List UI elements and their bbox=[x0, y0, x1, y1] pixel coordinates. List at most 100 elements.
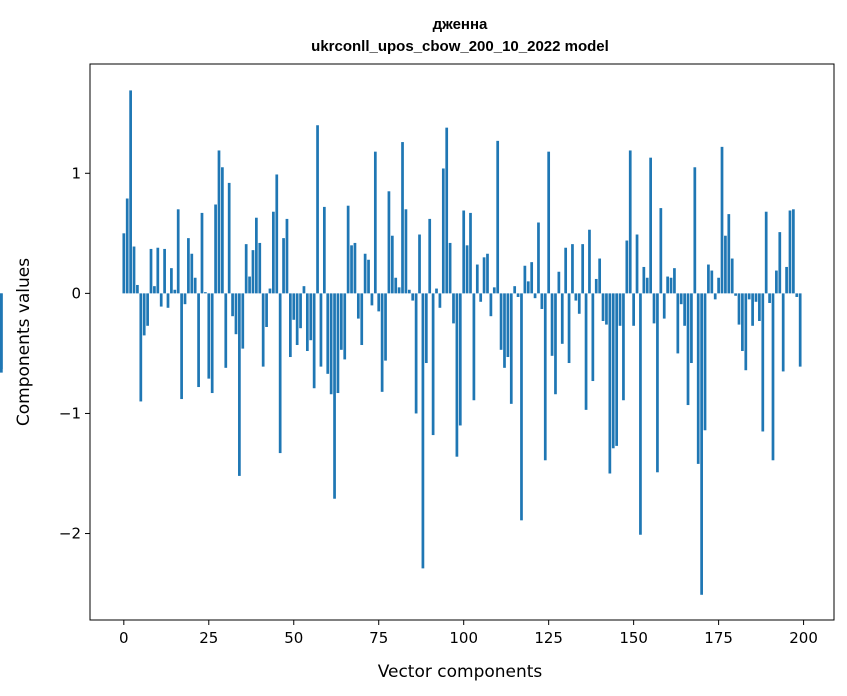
bar bbox=[278, 293, 282, 454]
bar bbox=[183, 293, 187, 305]
y-axis-label: Components values bbox=[14, 258, 34, 426]
bar bbox=[703, 293, 707, 431]
bar bbox=[509, 293, 513, 404]
bar bbox=[224, 293, 228, 368]
bar bbox=[197, 293, 200, 388]
bar bbox=[696, 293, 700, 464]
bar bbox=[598, 258, 602, 294]
bar bbox=[588, 229, 591, 294]
bar bbox=[204, 292, 207, 294]
bar bbox=[431, 293, 435, 436]
bar bbox=[567, 293, 571, 364]
bar bbox=[727, 214, 731, 294]
bar bbox=[448, 242, 452, 294]
bar bbox=[465, 245, 469, 294]
bar bbox=[129, 90, 132, 294]
bar bbox=[445, 127, 449, 294]
bar bbox=[662, 293, 666, 319]
bar bbox=[370, 293, 374, 306]
bar bbox=[261, 293, 265, 367]
bar bbox=[336, 293, 340, 394]
bar bbox=[214, 204, 217, 294]
bar bbox=[458, 293, 462, 426]
bar bbox=[207, 293, 211, 379]
bar bbox=[227, 182, 231, 294]
bar bbox=[645, 277, 649, 294]
bar bbox=[329, 293, 333, 395]
bar bbox=[778, 232, 782, 294]
plot-frame bbox=[89, 63, 835, 621]
x-tick-label: 25 bbox=[199, 629, 218, 647]
bar bbox=[142, 293, 146, 336]
bar bbox=[255, 217, 258, 294]
x-tick-label: 125 bbox=[534, 629, 563, 647]
bar bbox=[560, 293, 564, 344]
bar bbox=[173, 289, 177, 294]
chart-title-line1: дженна bbox=[433, 16, 488, 33]
bar bbox=[333, 293, 336, 499]
bar bbox=[418, 234, 421, 294]
bar bbox=[462, 210, 466, 294]
bar bbox=[615, 293, 619, 446]
bar bbox=[683, 293, 686, 326]
chart-title-line2: ukrconll_upos_cbow_200_10_2022 model bbox=[311, 38, 609, 55]
bar bbox=[591, 293, 595, 382]
bar bbox=[622, 293, 625, 401]
bar bbox=[571, 244, 574, 294]
y-tick-label: 1 bbox=[71, 164, 81, 182]
bar bbox=[163, 248, 166, 294]
bar bbox=[404, 209, 408, 294]
bar bbox=[666, 276, 669, 294]
bar bbox=[302, 286, 306, 294]
bar bbox=[724, 235, 727, 294]
x-tick-label: 100 bbox=[449, 629, 478, 647]
bar bbox=[788, 210, 792, 294]
bar bbox=[690, 293, 693, 364]
y-tick-label: 0 bbox=[71, 284, 81, 302]
bar bbox=[635, 234, 639, 294]
bar bbox=[265, 293, 268, 327]
bar bbox=[557, 271, 561, 294]
bar bbox=[309, 293, 313, 341]
bar bbox=[305, 293, 309, 352]
y-tick-label: −2 bbox=[59, 525, 81, 543]
bar bbox=[611, 293, 615, 449]
bar bbox=[401, 142, 404, 294]
bar bbox=[792, 209, 795, 294]
bar bbox=[122, 233, 126, 294]
bar bbox=[761, 293, 765, 432]
bar bbox=[282, 238, 285, 294]
bar bbox=[751, 293, 754, 326]
bar bbox=[720, 146, 724, 294]
bar bbox=[513, 286, 517, 294]
y-tick-label: −1 bbox=[59, 404, 81, 422]
bar bbox=[496, 140, 500, 294]
bar bbox=[564, 247, 568, 294]
bar bbox=[452, 293, 455, 324]
bar bbox=[530, 262, 534, 294]
bar bbox=[717, 277, 720, 294]
bar bbox=[248, 276, 251, 294]
x-tick-label: 50 bbox=[284, 629, 303, 647]
bar bbox=[492, 287, 496, 294]
bar bbox=[632, 293, 635, 326]
x-tick-label: 0 bbox=[119, 629, 129, 647]
y-axis-ticks: 1 0 −1 −2 bbox=[59, 164, 90, 543]
bar bbox=[166, 293, 170, 308]
bar bbox=[520, 293, 523, 521]
bar bbox=[187, 238, 190, 294]
bar bbox=[499, 293, 503, 350]
bar bbox=[153, 286, 156, 294]
bar bbox=[605, 293, 608, 325]
bar bbox=[679, 293, 683, 305]
bar bbox=[781, 293, 785, 372]
bar bbox=[533, 293, 537, 299]
bar bbox=[159, 293, 163, 307]
bar bbox=[734, 293, 737, 296]
bar bbox=[299, 293, 302, 329]
bar bbox=[312, 293, 316, 389]
bar bbox=[710, 270, 714, 294]
x-axis-ticks: 0 25 50 75 100 125 150 175 200 bbox=[119, 620, 818, 647]
bar bbox=[652, 293, 656, 324]
